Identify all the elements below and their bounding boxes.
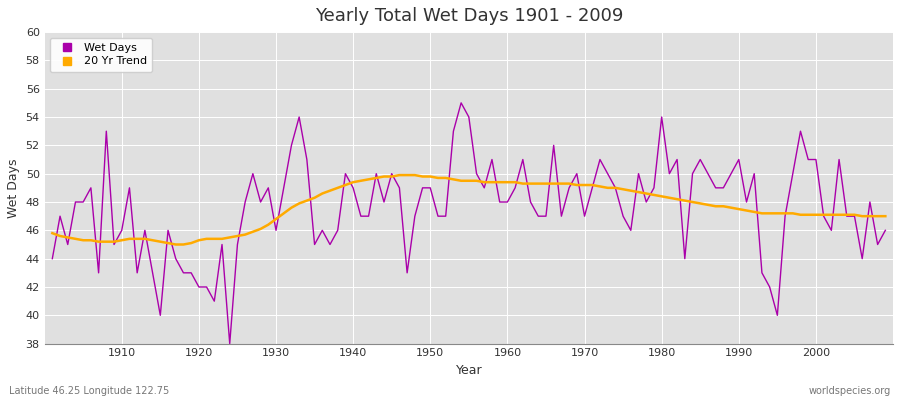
Text: worldspecies.org: worldspecies.org [809, 386, 891, 396]
Legend: Wet Days, 20 Yr Trend: Wet Days, 20 Yr Trend [50, 38, 152, 72]
Y-axis label: Wet Days: Wet Days [7, 158, 20, 218]
Text: Latitude 46.25 Longitude 122.75: Latitude 46.25 Longitude 122.75 [9, 386, 169, 396]
X-axis label: Year: Year [455, 364, 482, 377]
Title: Yearly Total Wet Days 1901 - 2009: Yearly Total Wet Days 1901 - 2009 [315, 7, 623, 25]
